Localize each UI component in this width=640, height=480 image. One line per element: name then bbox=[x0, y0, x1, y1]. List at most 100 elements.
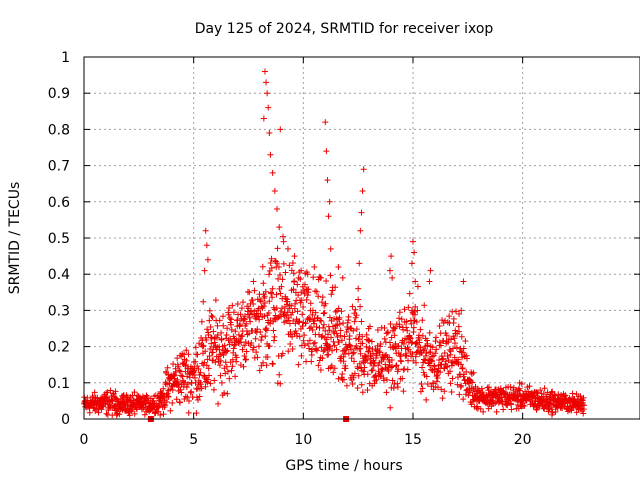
data-point bbox=[255, 305, 262, 312]
data-point bbox=[320, 321, 327, 328]
data-point bbox=[518, 381, 525, 388]
data-point bbox=[346, 332, 353, 339]
data-point bbox=[296, 318, 303, 325]
data-point bbox=[178, 372, 185, 379]
data-point bbox=[229, 356, 236, 363]
data-point bbox=[250, 344, 257, 351]
data-point bbox=[235, 331, 242, 338]
data-point bbox=[372, 372, 379, 379]
data-point bbox=[225, 311, 232, 318]
data-point bbox=[212, 359, 219, 366]
data-point bbox=[252, 335, 259, 342]
x-tick-label: 20 bbox=[514, 432, 532, 448]
data-point bbox=[440, 337, 447, 344]
data-point bbox=[330, 369, 337, 376]
data-point bbox=[295, 361, 302, 368]
data-point bbox=[269, 294, 276, 301]
data-point bbox=[388, 334, 395, 341]
data-point bbox=[359, 187, 366, 194]
data-point bbox=[317, 367, 324, 374]
data-point bbox=[440, 355, 447, 362]
data-point bbox=[217, 372, 224, 379]
data-point bbox=[182, 361, 189, 368]
data-point bbox=[232, 328, 239, 335]
data-point bbox=[383, 389, 390, 396]
data-point bbox=[423, 349, 430, 356]
data-point bbox=[489, 397, 496, 404]
data-point bbox=[330, 328, 337, 335]
data-point bbox=[193, 410, 200, 417]
data-point bbox=[414, 307, 421, 314]
data-point bbox=[580, 394, 587, 401]
data-point bbox=[183, 357, 190, 364]
data-point bbox=[335, 305, 342, 312]
data-point bbox=[347, 343, 354, 350]
data-point bbox=[220, 322, 227, 329]
data-point bbox=[405, 304, 412, 311]
data-point bbox=[552, 408, 559, 415]
data-point bbox=[292, 328, 299, 335]
data-point bbox=[385, 368, 392, 375]
grid bbox=[84, 57, 640, 419]
data-point bbox=[427, 349, 434, 356]
data-point bbox=[223, 363, 230, 370]
data-point bbox=[262, 326, 269, 333]
data-point bbox=[413, 340, 420, 347]
data-point bbox=[250, 278, 257, 285]
data-point bbox=[206, 353, 213, 360]
data-point bbox=[350, 327, 357, 334]
data-point bbox=[264, 90, 271, 97]
data-point bbox=[216, 362, 223, 369]
y-tick-label: 0.5 bbox=[48, 231, 70, 247]
data-point bbox=[328, 334, 335, 341]
data-point bbox=[388, 364, 395, 371]
data-point bbox=[229, 363, 236, 370]
data-point bbox=[376, 349, 383, 356]
data-point bbox=[548, 406, 555, 413]
data-point bbox=[304, 292, 311, 299]
data-point bbox=[209, 349, 216, 356]
data-point bbox=[328, 291, 335, 298]
data-point bbox=[323, 336, 330, 343]
data-point bbox=[403, 324, 410, 331]
data-point bbox=[291, 253, 298, 260]
data-point bbox=[318, 318, 325, 325]
data-point bbox=[456, 391, 463, 398]
data-point bbox=[292, 300, 299, 307]
data-point bbox=[194, 363, 201, 370]
data-point bbox=[364, 356, 371, 363]
data-point bbox=[167, 407, 174, 414]
data-point bbox=[411, 249, 418, 256]
data-point bbox=[423, 373, 430, 380]
data-point bbox=[228, 316, 235, 323]
data-point bbox=[508, 401, 515, 408]
data-point bbox=[201, 267, 208, 274]
data-point bbox=[256, 367, 263, 374]
chart-title: Day 125 of 2024, SRMTID for receiver ixo… bbox=[195, 21, 494, 37]
data-point bbox=[279, 276, 286, 283]
data-point bbox=[218, 379, 225, 386]
y-tick-label: 0.6 bbox=[48, 195, 70, 211]
data-point bbox=[357, 303, 364, 310]
data-point bbox=[516, 387, 523, 394]
data-point bbox=[327, 272, 334, 279]
x-tick-labels: 0 5 10 15 20 bbox=[80, 432, 532, 448]
data-point bbox=[312, 309, 319, 316]
data-point bbox=[453, 308, 460, 315]
data-point bbox=[357, 227, 364, 234]
data-point bbox=[361, 364, 368, 371]
data-point bbox=[200, 298, 207, 305]
data-point bbox=[377, 372, 384, 379]
data-point bbox=[419, 364, 426, 371]
data-point bbox=[248, 339, 255, 346]
data-point bbox=[164, 364, 171, 371]
data-point bbox=[298, 352, 305, 359]
data-point bbox=[340, 358, 347, 365]
data-point bbox=[355, 336, 362, 343]
data-point bbox=[412, 303, 419, 310]
data-point bbox=[404, 366, 411, 373]
data-point bbox=[220, 313, 226, 320]
data-point bbox=[412, 353, 419, 360]
data-point bbox=[301, 332, 308, 339]
data-point bbox=[209, 314, 216, 321]
